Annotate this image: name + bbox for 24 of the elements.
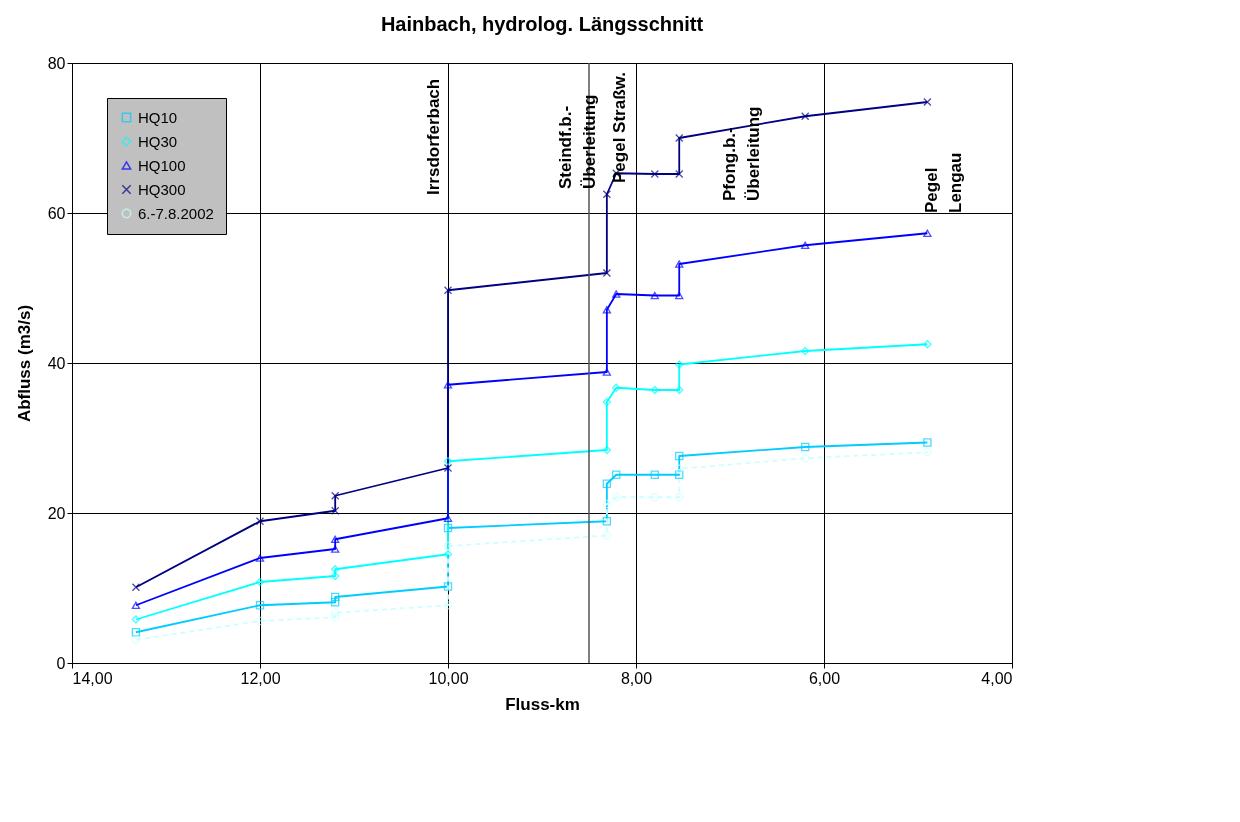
x-tick-label: 10,00 (428, 669, 469, 687)
legend-label: HQ300 (138, 180, 186, 198)
x-tick-label: 8,00 (620, 669, 653, 687)
annotation: Pegel Straßw. (610, 72, 630, 183)
x-tick-label: 14,00 (72, 669, 113, 687)
y-tick-label: 60 (47, 204, 66, 222)
y-tick-label: 20 (47, 504, 66, 522)
x-tick-label: 4,00 (981, 669, 1013, 687)
y-tick-label: 80 (47, 54, 66, 72)
annotation: Pfong.b.- Überleitung (720, 106, 763, 201)
y-tick-label: 40 (47, 354, 66, 372)
x-tick-label: 12,00 (240, 669, 281, 687)
x-tick-label: 6,00 (808, 669, 841, 687)
legend-label: HQ100 (138, 156, 186, 174)
legend-label: HQ10 (138, 108, 178, 126)
annotation: Pegel Lengau (922, 152, 966, 213)
x-axis-title: Fluss-km (505, 694, 580, 714)
chart-title: Hainbach, hydrolog. Längsschnitt (380, 13, 704, 35)
annotation: Steindf.b.- Überleitung (555, 94, 599, 189)
annotation: Irrsdorferbach (423, 78, 443, 195)
y-tick-label: 0 (56, 654, 66, 672)
y-axis-title: Abfluss (m3/s) (14, 304, 34, 423)
legend-label: HQ30 (138, 132, 178, 150)
legend-label: 6.-7.8.2002 (138, 204, 214, 222)
